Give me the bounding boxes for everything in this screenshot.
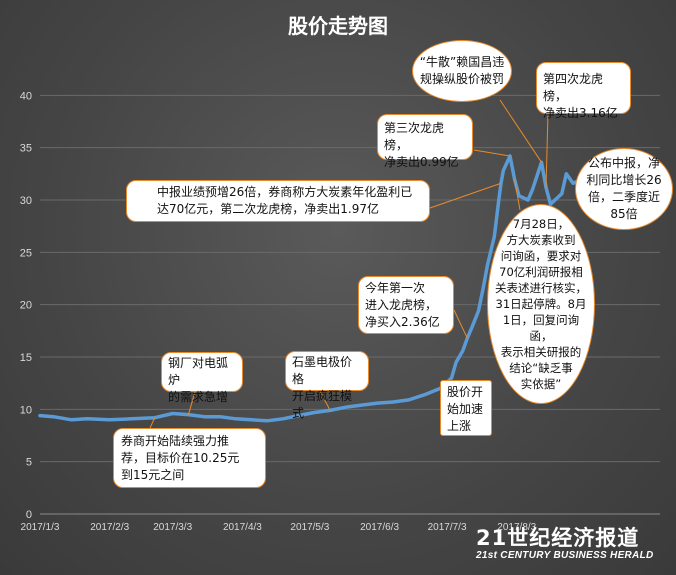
y-tick-label: 0 [26, 509, 32, 521]
brand-logo-subtitle: 21st CENTURY BUSINESS HERALD [476, 550, 654, 561]
y-tick-label: 10 [20, 404, 32, 416]
annotation-arc-furnace-demand: 钢厂对电弧炉 的需求急增 [161, 352, 243, 404]
annotation-connector [453, 309, 468, 339]
annotation-connector [545, 111, 549, 188]
y-tick-label: 20 [20, 300, 32, 312]
x-tick-label: 2017/8/3 [497, 522, 536, 533]
annotation-connector [187, 391, 196, 415]
x-tick-label: 2017/1/3 [21, 522, 60, 533]
y-tick-label: 40 [20, 90, 32, 102]
stock-price-line [38, 154, 584, 423]
y-axis-ticks: 0 5 10 15 20 25 30 35 40 [20, 90, 32, 521]
x-tick-label: 2017/2/3 [90, 522, 129, 533]
annotation-connector [319, 390, 331, 411]
annotation-second-dragon-tiger: 中报业绩预增26倍，券商称方大炭素年化盈利已 达70亿元，第二次龙虎榜，净卖出1… [126, 180, 430, 222]
annotation-connector [149, 417, 156, 429]
annotation-third-dragon-tiger: 第三次龙虎榜， 净卖出0.99亿 [377, 114, 473, 169]
y-tick-label: 30 [20, 195, 32, 207]
x-tick-label: 2017/4/3 [223, 522, 262, 533]
annotation-first-dragon-tiger: 今年第一次 进入龙虎榜， 净买入2.36亿 [358, 276, 454, 334]
x-tick-label: 2017/3/3 [153, 522, 192, 533]
x-axis-ticks: 2017/1/3 2017/2/3 2017/3/3 2017/4/3 2017/5/3… [21, 522, 537, 533]
annotation-connector [429, 182, 502, 209]
annotation-connector [499, 99, 542, 163]
annotation-connector [473, 149, 511, 157]
y-tick-label: 15 [20, 352, 32, 364]
annotation-fourth-dragon-tiger: 第四次龙虎榜， 净卖出3.16亿 [536, 62, 631, 120]
annotation-inquiry-letter: 7月28日， 方大炭素收到 问询函，要求对 70亿利润研报相 关表述进行核实， … [487, 204, 595, 404]
annotation-acceleration: 股价开 始加速 上涨 [440, 380, 492, 436]
annotation-penalty: “牛散”赖国昌违 规操纵股价被罚 [412, 40, 512, 102]
annotation-graphite-price: 石墨电极价格 开启疯狂模式 [285, 351, 369, 420]
chart-title: 股价走势图 [288, 14, 388, 38]
y-tick-label: 5 [26, 457, 32, 469]
x-tick-label: 2017/7/3 [428, 522, 467, 533]
brand-logo: 21世纪经济报道 [476, 526, 640, 550]
y-tick-label: 25 [20, 247, 32, 259]
x-tick-label: 2017/6/3 [360, 522, 399, 533]
annotation-connector [514, 178, 521, 211]
annotation-interim-report: 公布中报，净 利同比增长26 倍，二季度近 85倍 [575, 148, 673, 230]
x-tick-label: 2017/5/3 [290, 522, 329, 533]
y-tick-label: 35 [20, 143, 32, 155]
annotation-broker-recommend: 券商开始陆续强力推 荐，目标价在10.25元 到15元之间 [113, 428, 266, 488]
